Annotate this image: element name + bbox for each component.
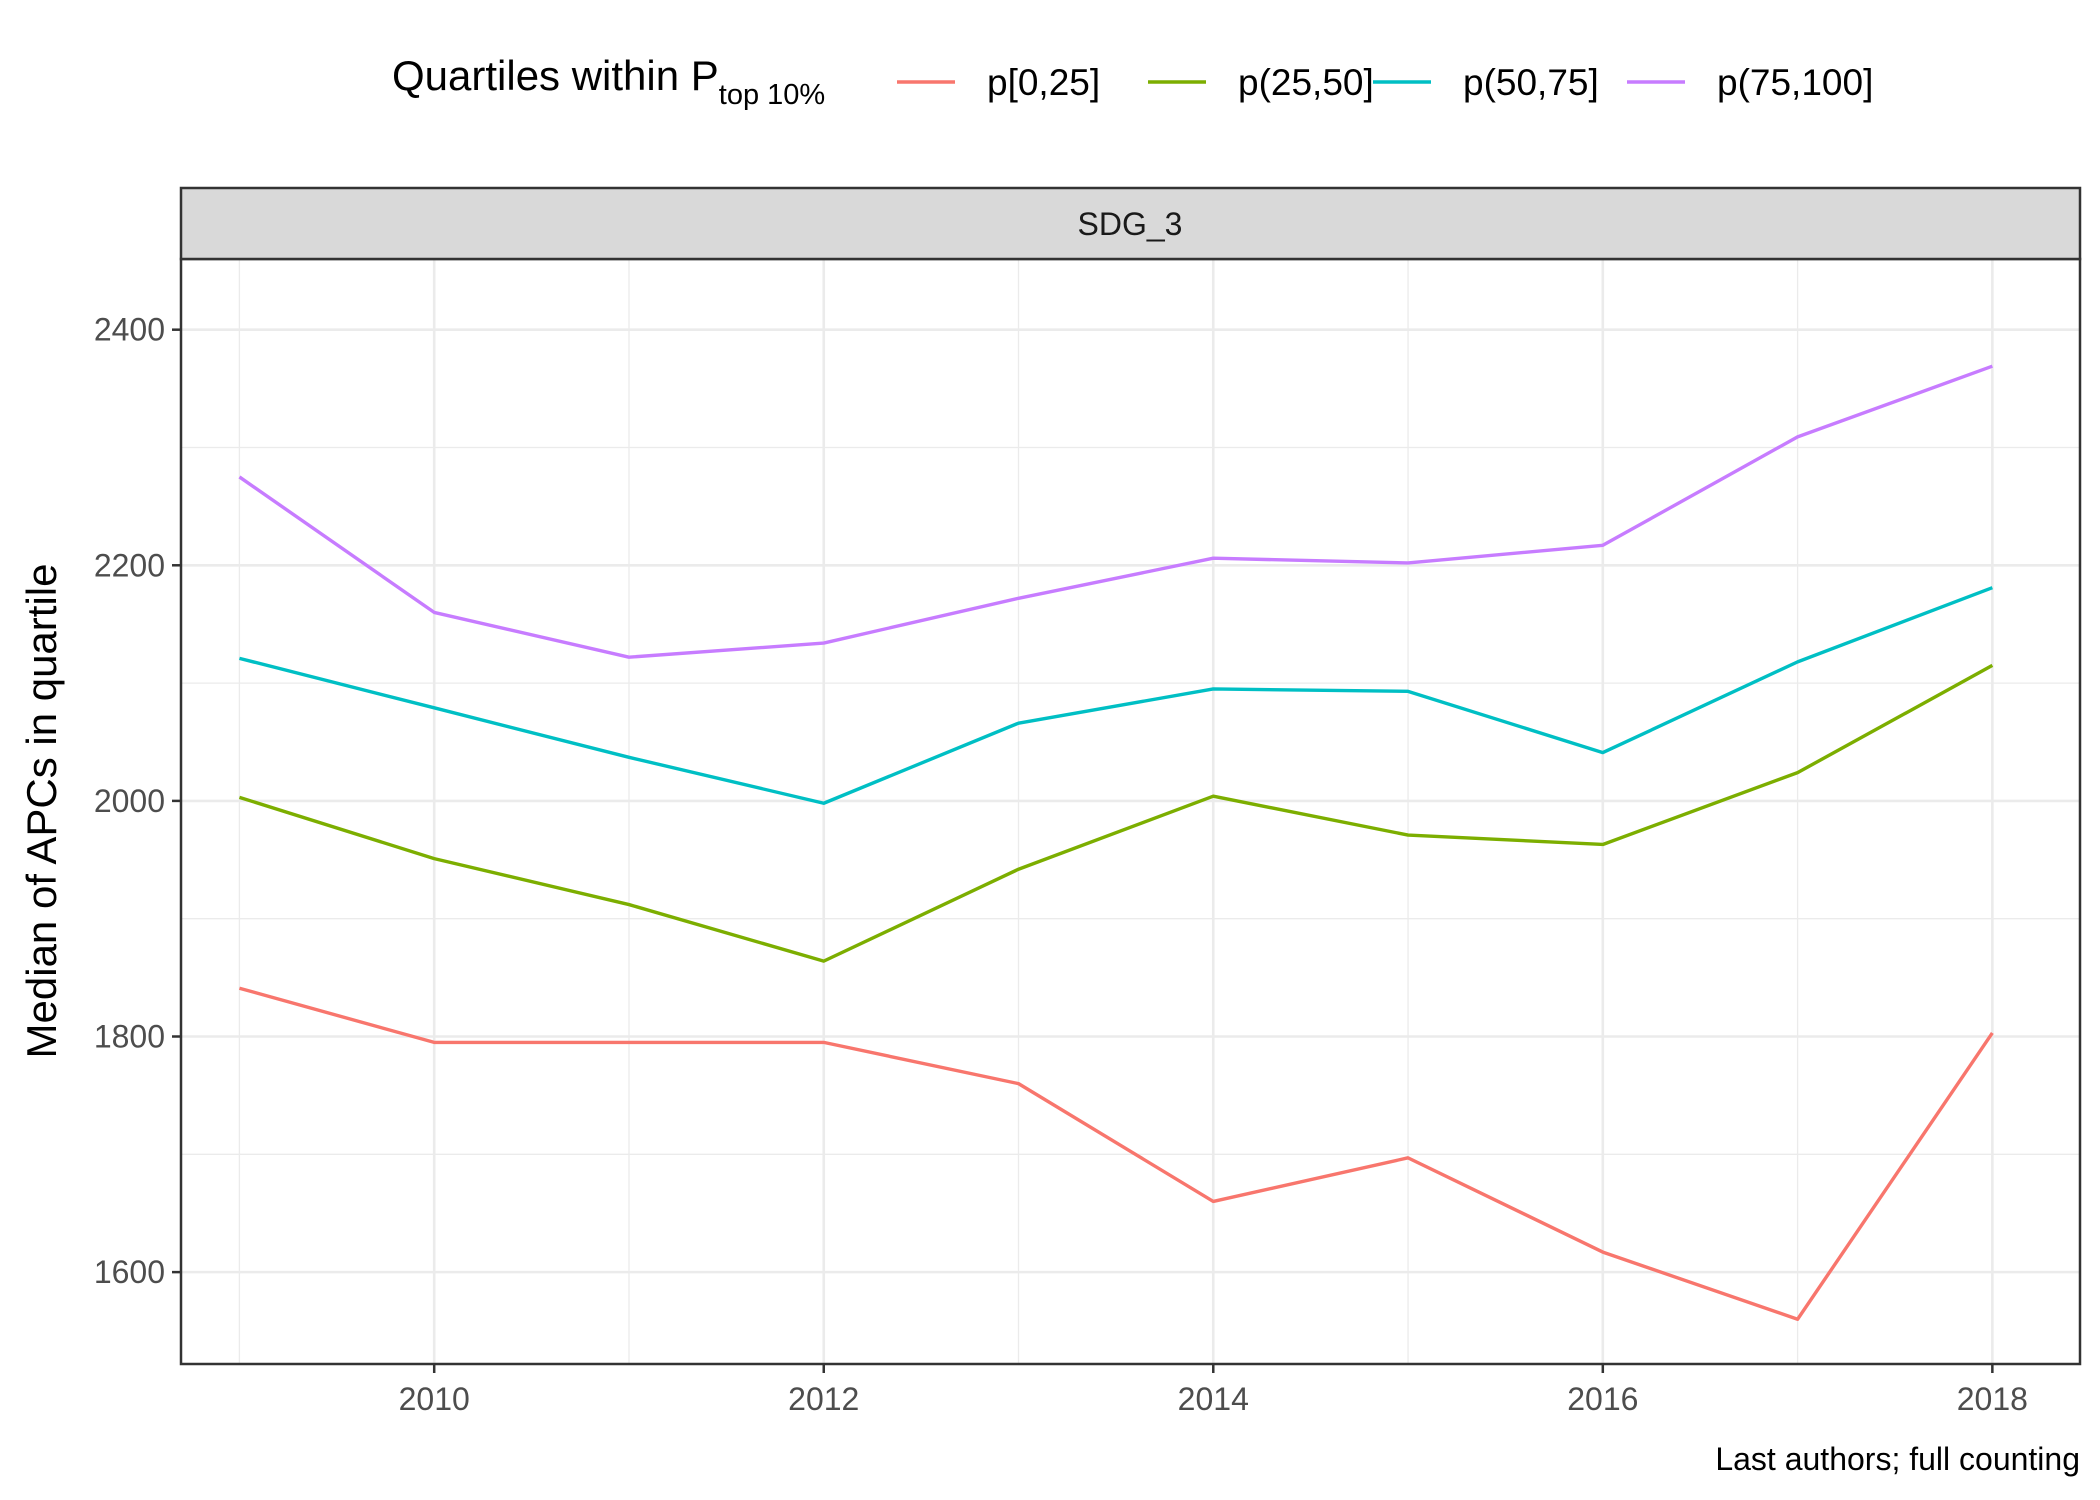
- legend-title-subscript: top 10%: [719, 79, 825, 111]
- caption: Last authors; full counting: [1715, 1441, 2080, 1477]
- legend-label-4: p(75,100]: [1717, 62, 1873, 103]
- series-line-4: [238, 364, 1993, 659]
- y-tick-label: 2200: [94, 547, 165, 583]
- panel-background: [181, 259, 2080, 1364]
- series-line-3: [239, 586, 1993, 805]
- x-tick-label: 2010: [399, 1381, 470, 1417]
- facet-strip-label: SDG_3: [1078, 206, 1183, 242]
- x-axis: 2010 2012 2014 2016 2018: [399, 1364, 2028, 1417]
- legend: Quartiles within Ptop 10% p[0,25] p(25,50…: [392, 52, 1873, 111]
- series-line-1: [238, 986, 1994, 1321]
- legend-label-1: p[0,25]: [987, 62, 1100, 103]
- facet-strip: SDG_3: [179, 186, 2082, 261]
- x-tick-label: 2012: [788, 1381, 859, 1417]
- y-tick-label: 2000: [94, 783, 165, 819]
- plot-panel: [179, 257, 2082, 1366]
- x-tick-label: 2016: [1567, 1381, 1638, 1417]
- y-tick-label: 1800: [94, 1019, 165, 1055]
- x-tick-label: 2014: [1178, 1381, 1249, 1417]
- y-axis-title: Median of APCs in quartile: [18, 564, 65, 1059]
- legend-label-2: p(25,50]: [1238, 62, 1374, 103]
- facet-strip-background: [179, 186, 2082, 261]
- y-axis: 1600 1800 2000 2200 2400: [94, 312, 181, 1290]
- series-line-2: [238, 663, 1994, 963]
- x-tick-label: 2018: [1957, 1381, 2028, 1417]
- legend-label-3: p(50,75]: [1463, 62, 1599, 103]
- y-tick-label: 1600: [94, 1254, 165, 1290]
- legend-title: Quartiles within Ptop 10%: [392, 52, 825, 111]
- y-tick-label: 2400: [94, 312, 165, 348]
